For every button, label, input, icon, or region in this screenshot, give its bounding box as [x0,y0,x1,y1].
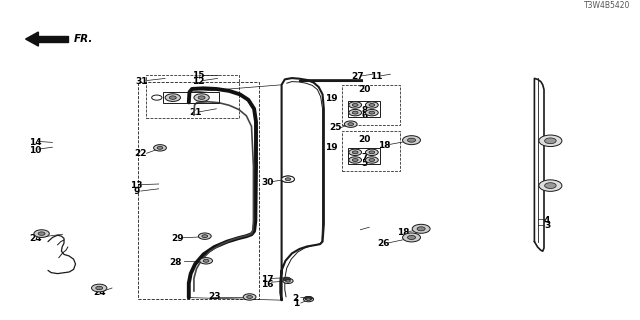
Circle shape [408,138,415,142]
Polygon shape [36,36,68,42]
Circle shape [285,178,291,180]
Text: 16: 16 [261,280,274,289]
Circle shape [403,136,420,145]
Text: 23: 23 [208,292,221,301]
Circle shape [170,96,176,99]
Circle shape [38,232,45,235]
Text: 8: 8 [362,106,368,115]
Text: 2: 2 [292,294,299,303]
Circle shape [154,145,166,151]
Text: 11: 11 [370,72,383,81]
Circle shape [349,157,362,163]
Text: FR.: FR. [74,34,93,44]
Circle shape [194,94,209,101]
Text: 17: 17 [261,275,274,284]
Circle shape [352,111,358,114]
Circle shape [352,151,358,154]
Circle shape [348,123,354,125]
Text: 25: 25 [330,124,342,132]
Circle shape [96,286,102,290]
Circle shape [352,158,358,161]
Text: 30: 30 [261,178,274,187]
Text: 1: 1 [292,300,299,308]
Bar [138,82,259,299]
Circle shape [352,103,358,106]
Circle shape [282,176,294,182]
Circle shape [408,236,415,239]
Circle shape [539,180,562,191]
Circle shape [417,227,425,231]
Circle shape [303,297,314,302]
Text: 19: 19 [325,143,338,152]
Circle shape [204,259,209,262]
Circle shape [282,176,294,182]
Circle shape [198,96,205,99]
Text: 15: 15 [192,71,205,80]
Bar [342,85,400,125]
Text: 22: 22 [134,149,147,158]
Circle shape [365,109,378,116]
Circle shape [349,109,362,116]
Text: 31: 31 [136,77,148,86]
Circle shape [202,235,207,237]
Text: 24: 24 [93,288,106,297]
Circle shape [344,121,357,127]
Circle shape [412,224,430,233]
Text: 20: 20 [358,135,371,144]
Circle shape [200,258,212,264]
Circle shape [365,157,378,163]
Text: 6: 6 [362,111,368,120]
Circle shape [34,230,49,237]
Text: 10: 10 [29,146,42,155]
Text: 26: 26 [378,239,390,248]
Bar [146,75,239,118]
Text: 29: 29 [172,234,184,243]
Text: 18: 18 [397,228,410,237]
Text: 12: 12 [192,77,205,86]
Circle shape [305,296,312,300]
Circle shape [545,183,556,188]
Text: 13: 13 [130,181,143,190]
Circle shape [403,233,420,242]
Polygon shape [26,32,38,46]
Circle shape [243,294,256,300]
Circle shape [165,94,180,101]
Text: 20: 20 [358,85,371,94]
Circle shape [152,95,162,100]
Text: 19: 19 [325,94,338,103]
Circle shape [369,111,375,114]
Circle shape [349,149,362,156]
Text: 3: 3 [544,221,550,230]
Text: T3W4B5420: T3W4B5420 [584,1,630,10]
Circle shape [92,284,107,292]
Text: 14: 14 [29,138,42,147]
Text: 9: 9 [133,188,140,196]
Text: 21: 21 [189,108,202,117]
Circle shape [157,146,163,149]
Circle shape [349,102,362,108]
Bar [342,131,400,171]
Circle shape [365,149,378,156]
Circle shape [369,158,375,161]
Circle shape [369,103,375,106]
Circle shape [247,296,253,298]
Text: 18: 18 [378,141,390,150]
Circle shape [365,102,378,108]
Circle shape [545,138,556,144]
Circle shape [285,280,291,282]
Circle shape [198,233,211,239]
Circle shape [306,298,311,300]
Text: 28: 28 [170,258,182,267]
Text: 7: 7 [362,153,368,162]
Circle shape [539,135,562,147]
Circle shape [369,151,375,154]
Circle shape [283,278,293,284]
Circle shape [283,277,291,281]
Text: 24: 24 [29,234,42,243]
Text: 5: 5 [362,159,368,168]
Text: 4: 4 [544,216,550,225]
Text: 27: 27 [351,72,364,81]
